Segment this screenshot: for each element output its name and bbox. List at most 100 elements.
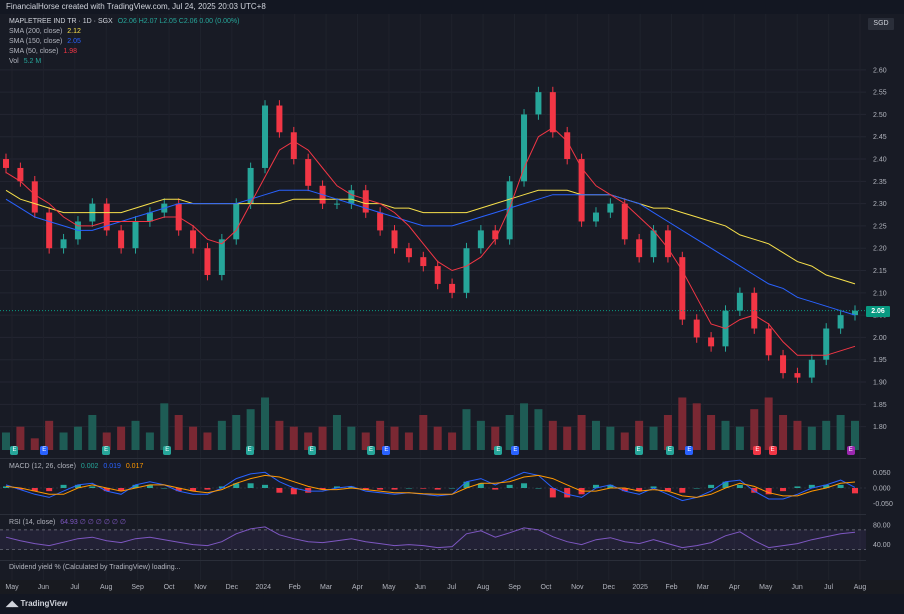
earnings-marker[interactable]: E <box>40 446 49 455</box>
volume-bar <box>476 420 485 450</box>
macd-histogram-bar <box>3 486 9 488</box>
macd-histogram-bar <box>434 488 441 490</box>
time-axis-label: Aug <box>854 584 867 591</box>
macd-histogram-bar <box>708 484 715 488</box>
price-tick-label: 2.35 <box>873 179 887 186</box>
candle-body <box>736 292 743 311</box>
rsi-legend[interactable]: RSI (14, close) 64.93 ∅ ∅ ∅ ∅ ∅ ∅ <box>9 518 126 527</box>
candle-body <box>60 239 67 249</box>
volume-bar <box>318 426 327 450</box>
volume-bar <box>419 415 428 450</box>
earnings-marker[interactable]: E <box>10 446 19 455</box>
macd-histogram-bar <box>377 488 384 490</box>
candle-body <box>592 212 599 222</box>
macd-histogram-bar <box>161 488 168 489</box>
macd-histogram-bar <box>693 488 700 489</box>
price-tick-label: 2.60 <box>873 67 887 74</box>
macd-histogram-bar <box>650 486 657 488</box>
macd-histogram-bar <box>736 484 743 488</box>
time-axis-label: Jul <box>824 584 833 591</box>
earnings-marker[interactable]: E <box>494 446 503 455</box>
currency-button[interactable]: SGD <box>868 18 894 30</box>
legend-symbol: MAPLETREE IND TR · 1D · SGX <box>9 18 113 25</box>
rsi-band <box>0 529 866 550</box>
macd-histogram-bar <box>74 484 81 488</box>
candle-body <box>17 167 24 182</box>
volume-bar <box>807 426 816 450</box>
time-axis-label: Jun <box>38 584 49 591</box>
earnings-marker[interactable]: E <box>245 446 254 455</box>
earnings-marker[interactable]: E <box>307 446 316 455</box>
legend-sma200[interactable]: SMA (200, close) 2.12 <box>9 27 81 36</box>
time-axis-label: Jun <box>792 584 803 591</box>
pane-separator-rsi[interactable] <box>0 514 866 515</box>
time-axis-label: Jun <box>415 584 426 591</box>
pane-separator-dividend[interactable] <box>0 560 866 561</box>
macd-histogram-bar <box>506 484 513 488</box>
candle-body <box>650 230 657 258</box>
time-axis-label: Feb <box>289 584 301 591</box>
earnings-marker[interactable]: E <box>846 446 855 455</box>
volume-bar <box>102 432 111 450</box>
legend-sma50[interactable]: SMA (50, close) 1.98 <box>9 47 77 56</box>
price-tick-label: 2.15 <box>873 268 887 275</box>
candle-body <box>218 239 225 275</box>
time-axis-label: May <box>5 584 19 591</box>
legend-symbol-row[interactable]: MAPLETREE IND TR · 1D · SGX O2.06 H2.07 … <box>9 17 240 26</box>
earnings-marker[interactable]: E <box>665 446 674 455</box>
candle-body <box>823 328 830 360</box>
candle-body <box>3 159 9 168</box>
macd-histogram-bar <box>722 481 729 488</box>
macd-histogram-bar <box>751 488 758 493</box>
legend-sma150[interactable]: SMA (150, close) 2.05 <box>9 37 81 46</box>
price-tick-label: 2.55 <box>873 90 887 97</box>
earnings-marker[interactable]: E <box>102 446 111 455</box>
macd-histogram-bar <box>808 484 815 488</box>
macd-histogram-bar <box>765 488 772 495</box>
earnings-marker[interactable]: E <box>753 446 762 455</box>
macd-histogram-bar <box>477 483 484 488</box>
time-axis-label: Sep <box>508 584 521 591</box>
macd-legend[interactable]: MACD (12, 26, close) 0.002 0.019 0.017 <box>9 462 143 471</box>
candle-body <box>348 190 355 204</box>
dividend-label: Dividend yield % (Calculated by TradingV… <box>9 564 181 571</box>
macd-histogram-bar <box>521 483 528 488</box>
volume-bar <box>678 397 687 450</box>
macd-histogram-bar <box>449 488 456 489</box>
time-axis-label: 2025 <box>632 584 648 591</box>
volume-bar <box>390 426 399 450</box>
earnings-marker[interactable]: E <box>768 446 777 455</box>
earnings-marker[interactable]: E <box>382 446 391 455</box>
macd-histogram-bar <box>204 488 211 490</box>
volume-bar <box>793 420 802 450</box>
volume-bar <box>59 432 68 450</box>
price-tick-label: 2.00 <box>873 335 887 342</box>
candle-body <box>751 292 758 329</box>
earnings-marker[interactable]: E <box>634 446 643 455</box>
price-tick-label: 2.10 <box>873 290 887 297</box>
footer-bar: ◢◣ TradingView <box>0 594 904 614</box>
macd-histogram-bar <box>262 484 269 488</box>
earnings-marker[interactable]: E <box>685 446 694 455</box>
tradingview-logo[interactable]: ◢◣ TradingView <box>6 599 68 608</box>
candle-body <box>405 248 412 258</box>
macd-value-2: 0.019 <box>103 463 121 470</box>
candle-body <box>190 230 197 249</box>
macd-histogram-bar <box>607 484 614 488</box>
earnings-marker[interactable]: E <box>367 446 376 455</box>
legend-vol[interactable]: Vol 5.2 M <box>9 57 41 66</box>
macd-histogram-bar <box>103 488 110 492</box>
dividend-legend[interactable]: Dividend yield % (Calculated by TradingV… <box>9 563 180 572</box>
macd-histogram-bar <box>218 486 225 488</box>
pane-separator-macd[interactable] <box>0 458 866 459</box>
macd-histogram-bar <box>362 488 369 490</box>
macd-histogram-bar <box>60 484 67 488</box>
price-tick-label: 2.30 <box>873 201 887 208</box>
earnings-marker[interactable]: E <box>163 446 172 455</box>
price-tick-label: 2.45 <box>873 134 887 141</box>
earnings-marker[interactable]: E <box>511 446 520 455</box>
macd-histogram-bar <box>405 488 412 489</box>
header-text: FinancialHorse created with TradingView.… <box>6 2 266 11</box>
volume-bar <box>750 409 759 450</box>
